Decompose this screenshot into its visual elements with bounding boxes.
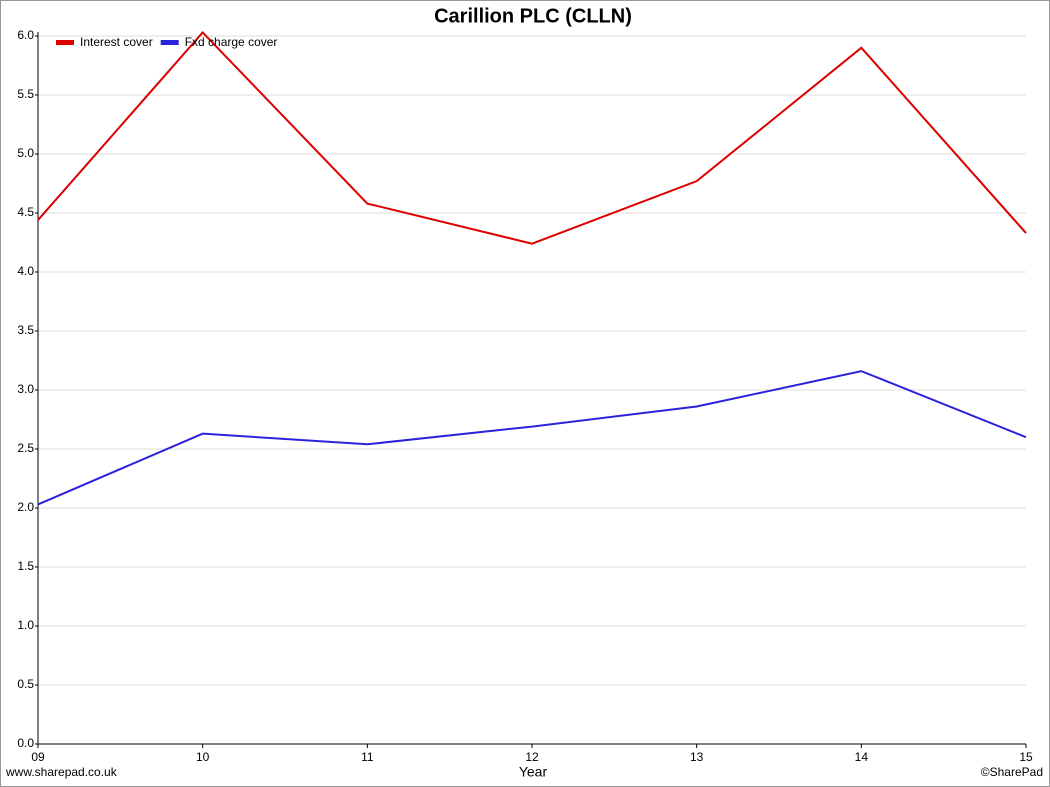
x-tick-label: 13 <box>690 750 704 764</box>
y-tick-label: 0.5 <box>17 677 34 691</box>
series-line <box>37 30 1027 245</box>
y-tick-label: 3.5 <box>17 323 34 337</box>
x-tick-label: 09 <box>31 750 45 764</box>
x-tick-label: 11 <box>361 750 374 764</box>
y-tick-label: 5.5 <box>17 87 34 101</box>
x-tick-label: 12 <box>525 750 539 764</box>
y-tick-label: 6.0 <box>17 28 34 42</box>
y-tick-label: 4.0 <box>17 264 34 278</box>
x-tick-label: 15 <box>1019 750 1033 764</box>
y-tick-label: 1.5 <box>17 559 34 573</box>
y-tick-label: 5.0 <box>17 146 34 160</box>
legend-label: Interest cover <box>80 35 153 49</box>
y-tick-label: 3.0 <box>17 382 34 396</box>
x-axis-label: Year <box>519 764 548 780</box>
y-tick-label: 1.0 <box>17 618 34 632</box>
legend-swatch <box>56 40 74 45</box>
footer-left: www.sharepad.co.uk <box>5 765 118 779</box>
y-tick-label: 2.5 <box>17 441 34 455</box>
x-tick-label: 10 <box>196 750 210 764</box>
chart-title: Carillion PLC (CLLN) <box>434 5 632 27</box>
footer-right: ©SharePad <box>981 765 1043 779</box>
y-tick-label: 2.0 <box>17 500 34 514</box>
series-line <box>37 370 1027 506</box>
y-tick-label: 4.5 <box>17 205 34 219</box>
legend-label: Fxd charge cover <box>185 35 278 49</box>
legend-swatch <box>160 40 179 45</box>
x-tick-label: 14 <box>855 750 869 764</box>
y-tick-label: 0.0 <box>17 736 34 750</box>
